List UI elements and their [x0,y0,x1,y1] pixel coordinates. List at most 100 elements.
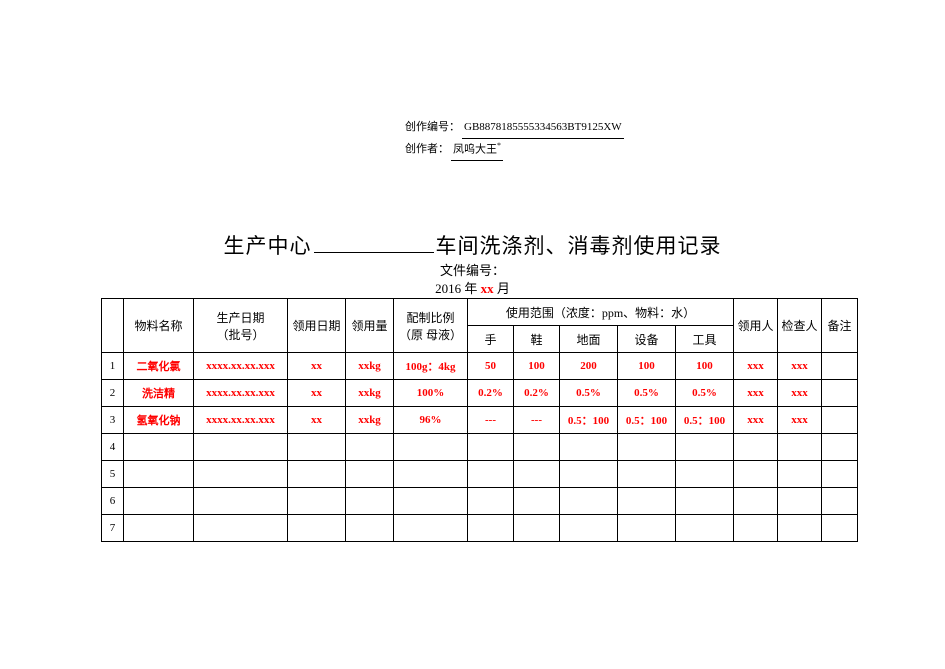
hdr-checker: 检查人 [778,299,822,353]
cell-hand: 0.2% [468,380,514,407]
cell-shoe: 0.2% [514,380,560,407]
cell-receiver [734,488,778,515]
cell-ratio: 100% [394,380,468,407]
meta-author-name: 凤呜大王 [453,143,497,155]
cell-index: 5 [102,461,124,488]
cell-index: 7 [102,515,124,542]
hdr-ratio-l1: 配制比例 [394,309,467,326]
cell-ratio [394,515,468,542]
hdr-batch-l1: 生产日期 [194,309,287,326]
cell-index: 4 [102,434,124,461]
cell-shoe [514,488,560,515]
hdr-equip: 设备 [618,326,676,353]
cell-checker [778,488,822,515]
cell-receiver [734,434,778,461]
cell-batch [194,488,288,515]
cell-tool [676,488,734,515]
cell-ratio [394,461,468,488]
hdr-tool: 工具 [676,326,734,353]
cell-floor [560,461,618,488]
document-number-label: 文件编号： [0,260,945,279]
cell-tool: 0.5：100 [676,407,734,434]
cell-name: 二氧化氯 [124,353,194,380]
cell-batch: xxxx.xx.xx.xxx [194,380,288,407]
cell-receiver [734,461,778,488]
date-month-xx: xx [481,281,494,296]
table-row: 4 [102,434,858,461]
cell-date [288,434,346,461]
hdr-amount: 领用量 [346,299,394,353]
title-blank [314,231,434,253]
cell-shoe [514,434,560,461]
cell-name [124,434,194,461]
cell-hand: --- [468,407,514,434]
cell-shoe [514,461,560,488]
table-header: 物料名称 生产日期 （批号） 领用日期 领用量 配制比例 （原 母液） 使用范围… [102,299,858,353]
hdr-index [102,299,124,353]
usage-record-table: 物料名称 生产日期 （批号） 领用日期 领用量 配制比例 （原 母液） 使用范围… [101,298,858,542]
cell-floor: 0.5% [560,380,618,407]
table-row: 7 [102,515,858,542]
cell-shoe [514,515,560,542]
cell-checker: xxx [778,407,822,434]
hdr-batch-l2: （批号） [194,326,287,343]
cell-floor: 200 [560,353,618,380]
cell-index: 2 [102,380,124,407]
table-row: 3氢氧化钠xxxx.xx.xx.xxxxxxxkg96%------0.5：10… [102,407,858,434]
cell-floor [560,515,618,542]
meta-author-label: 创作者： [405,140,449,159]
cell-date [288,515,346,542]
meta-block: 创作编号： GB8878185555334563BT9125XW 创作者： 凤呜… [405,118,624,161]
cell-index: 6 [102,488,124,515]
cell-amount: xxkg [346,353,394,380]
meta-id-label: 创作编号： [405,118,460,137]
cell-name: 洗洁精 [124,380,194,407]
cell-note [822,515,858,542]
document-title: 生产中心车间洗涤剂、消毒剂使用记录 [0,230,945,260]
cell-tool [676,461,734,488]
cell-floor: 0.5：100 [560,407,618,434]
meta-id-value: GB8878185555334563BT9125XW [462,118,624,139]
cell-batch: xxxx.xx.xx.xxx [194,407,288,434]
hdr-floor: 地面 [560,326,618,353]
cell-batch [194,461,288,488]
table-row: 2洗洁精xxxx.xx.xx.xxxxxxxkg100%0.2%0.2%0.5%… [102,380,858,407]
cell-equip [618,515,676,542]
cell-note [822,380,858,407]
cell-note [822,488,858,515]
hdr-scope: 使用范围（浓度：ppm、物料：水） [468,299,734,326]
cell-hand [468,461,514,488]
table-row: 1二氧化氯xxxx.xx.xx.xxxxxxxkg100g：4kg5010020… [102,353,858,380]
title-suffix: 车间洗涤剂、消毒剂使用记录 [436,234,722,258]
cell-floor [560,488,618,515]
meta-id-row: 创作编号： GB8878185555334563BT9125XW [405,118,624,139]
cell-note [822,407,858,434]
cell-tool: 0.5% [676,380,734,407]
date-month-suffix: 月 [494,281,510,296]
cell-name: 氢氧化钠 [124,407,194,434]
cell-hand [468,434,514,461]
cell-ratio: 100g：4kg [394,353,468,380]
cell-index: 1 [102,353,124,380]
hdr-note: 备注 [822,299,858,353]
cell-index: 3 [102,407,124,434]
cell-receiver: xxx [734,353,778,380]
cell-checker [778,461,822,488]
hdr-ratio: 配制比例 （原 母液） [394,299,468,353]
cell-tool [676,515,734,542]
cell-note [822,434,858,461]
cell-equip: 100 [618,353,676,380]
cell-name [124,488,194,515]
date-line: 2016 年 xx 月 [0,278,945,297]
cell-checker: xxx [778,353,822,380]
table-body: 1二氧化氯xxxx.xx.xx.xxxxxxxkg100g：4kg5010020… [102,353,858,542]
cell-amount [346,488,394,515]
cell-ratio [394,434,468,461]
meta-author-suffix: * [497,141,501,150]
cell-checker [778,515,822,542]
cell-date [288,488,346,515]
cell-equip [618,461,676,488]
cell-tool: 100 [676,353,734,380]
hdr-shoe: 鞋 [514,326,560,353]
cell-note [822,461,858,488]
